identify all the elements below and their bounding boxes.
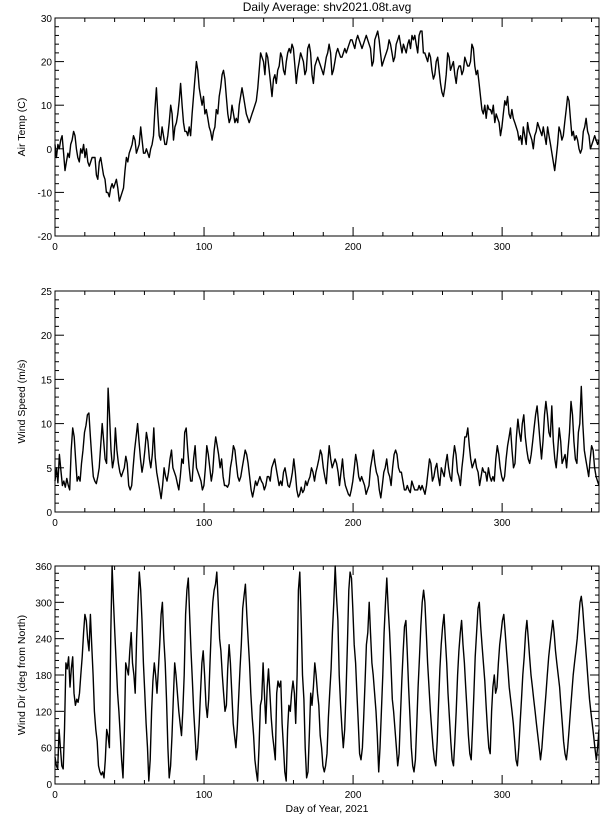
air-temp-x-tick-label: 100 [196, 242, 213, 253]
air-temp-plot-frame [54, 17, 600, 237]
wind-dir-ylabel: Wind Dir (deg from North) [16, 615, 28, 735]
wind-speed-y-tick-label: 0 [46, 508, 52, 519]
air-temp-panel: Air Temp (C) 0 100 200 300 -20 -10 0 10 20 30 [16, 14, 600, 253]
air-temp-y-tick-label: 10 [41, 101, 53, 112]
wind-dir-y-tick-label: 0 [46, 780, 52, 791]
wind-dir-x-tick-label: 200 [345, 790, 362, 801]
wind-dir-x-tick-label: 100 [196, 790, 213, 801]
wind-speed-ylabel: Wind Speed (m/s) [16, 359, 28, 443]
wind-dir-series-line [54, 565, 600, 782]
air-temp-x-tick-label: 300 [494, 242, 511, 253]
wind-dir-x-tick-label: 0 [52, 790, 58, 801]
wind-speed-y-tick-label: 20 [41, 331, 53, 342]
air-temp-x-tick-label: 0 [52, 242, 58, 253]
wind-speed-panel: Wind Speed (m/s) 0 100 200 300 0 5 10 15 20 25 [16, 287, 600, 529]
wind-speed-plot-frame [54, 290, 600, 513]
chart-title: Daily Average: shv2021.08t.avg [243, 0, 412, 14]
air-temp-y-tick-label: -10 [38, 188, 53, 199]
wind-dir-x-tick-label: 300 [494, 790, 511, 801]
wind-dir-panel: Wind Dir (deg from North) Day of Year, 2… [16, 562, 600, 815]
wind-dir-y-tick-label: 60 [41, 744, 53, 755]
wind-speed-y-tick-label: 10 [41, 420, 53, 431]
wind-speed-y-tick-label: 15 [41, 375, 53, 386]
air-temp-x-tick-label: 200 [345, 242, 362, 253]
wind-speed-x-tick-label: 300 [494, 518, 511, 529]
wind-speed-y-tick-label: 25 [41, 287, 53, 298]
air-temp-ylabel: Air Temp (C) [16, 98, 28, 157]
air-temp-y-tick-label: 0 [46, 145, 52, 156]
wind-dir-xlabel: Day of Year, 2021 [286, 803, 369, 815]
wind-speed-y-tick-label: 5 [46, 464, 52, 475]
wind-dir-y-tick-label: 180 [35, 671, 52, 682]
air-temp-y-tick-label: -20 [38, 232, 53, 243]
wind-speed-series-line [54, 385, 600, 500]
wind-dir-y-tick-label: 360 [35, 562, 52, 573]
wind-speed-x-tick-label: 200 [345, 518, 362, 529]
wind-speed-x-tick-label: 100 [196, 518, 213, 529]
wind-speed-x-tick-label: 0 [52, 518, 58, 529]
air-temp-y-tick-label: 20 [41, 58, 53, 69]
wind-dir-y-tick-label: 300 [35, 598, 52, 609]
air-temp-series-line [54, 30, 600, 202]
wind-dir-y-tick-label: 120 [35, 707, 52, 718]
wind-dir-y-tick-label: 240 [35, 635, 52, 646]
air-temp-y-tick-label: 30 [41, 14, 53, 25]
